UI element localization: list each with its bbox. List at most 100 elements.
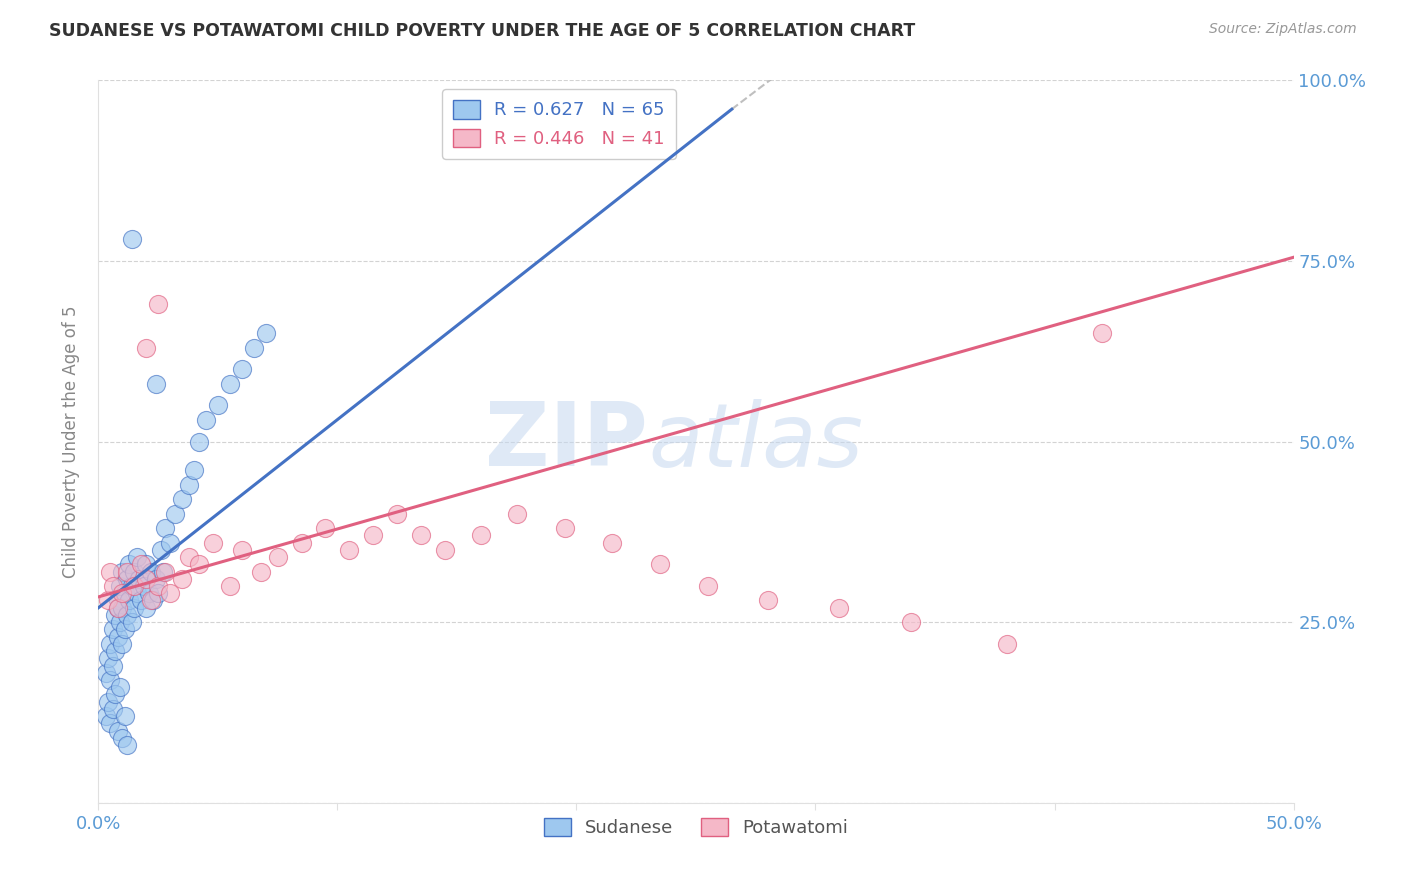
Point [1091,326,1114,340]
Point [163,507,186,521]
Point [470,528,492,542]
Point [243,341,266,355]
Point [131,558,153,572]
Point [111,565,134,579]
Point [104,687,127,701]
Point [131,593,153,607]
Point [108,579,131,593]
Point [250,565,273,579]
Point [291,535,314,549]
Point [995,637,1018,651]
Text: SUDANESE VS POTAWATOMI CHILD POVERTY UNDER THE AGE OF 5 CORRELATION CHART: SUDANESE VS POTAWATOMI CHILD POVERTY UND… [49,22,915,40]
Point [128,572,150,586]
Text: atlas: atlas [648,399,863,484]
Point [135,572,157,586]
Point [148,586,170,600]
Point [385,507,409,521]
Point [254,326,277,340]
Point [554,521,576,535]
Point [107,600,129,615]
Point [187,558,209,572]
Text: Source: ZipAtlas.com: Source: ZipAtlas.com [1209,22,1357,37]
Point [118,558,141,572]
Point [756,593,779,607]
Point [107,630,129,644]
Point [231,362,253,376]
Point [135,558,157,572]
Point [125,550,148,565]
Point [202,535,225,549]
Point [121,615,143,630]
Point [148,297,170,311]
Point [142,593,165,607]
Point [179,478,201,492]
Point [183,463,205,477]
Point [155,521,177,535]
Point [101,623,124,637]
Point [339,542,361,557]
Point [94,709,117,723]
Point [125,586,148,600]
Point [149,542,172,557]
Point [115,738,138,752]
Point [145,572,167,586]
Point [267,550,290,565]
Point [152,565,174,579]
Point [155,565,177,579]
Point [101,579,124,593]
Point [97,593,120,607]
Legend: Sudanese, Potawatomi: Sudanese, Potawatomi [537,811,855,845]
Point [207,398,229,412]
Point [104,607,127,622]
Point [104,644,127,658]
Point [97,695,120,709]
Text: ZIP: ZIP [485,398,648,485]
Point [114,709,136,723]
Point [148,579,170,593]
Point [195,413,218,427]
Point [124,565,146,579]
Point [828,600,851,615]
Point [124,600,146,615]
Point [101,658,124,673]
Point [219,376,242,391]
Point [98,565,122,579]
Point [363,528,385,542]
Point [115,565,138,579]
Point [648,558,672,572]
Point [159,535,181,549]
Point [98,637,122,651]
Point [94,665,117,680]
Point [114,623,136,637]
Point [138,586,160,600]
Point [602,535,624,549]
Point [135,341,157,355]
Point [121,232,143,246]
Point [124,579,146,593]
Point [159,586,181,600]
Y-axis label: Child Poverty Under the Age of 5: Child Poverty Under the Age of 5 [62,305,80,578]
Point [434,542,457,557]
Point [111,586,134,600]
Point [115,572,138,586]
Point [118,593,141,607]
Point [145,376,167,391]
Point [179,550,201,565]
Point [107,723,129,738]
Point [900,615,922,630]
Point [231,542,253,557]
Point [108,615,131,630]
Point [98,673,122,687]
Point [121,579,143,593]
Point [98,716,122,731]
Point [411,528,433,542]
Point [111,637,134,651]
Point [135,600,157,615]
Point [101,702,124,716]
Point [108,680,131,694]
Point [506,507,529,521]
Point [114,586,136,600]
Point [697,579,720,593]
Point [115,607,138,622]
Point [172,492,194,507]
